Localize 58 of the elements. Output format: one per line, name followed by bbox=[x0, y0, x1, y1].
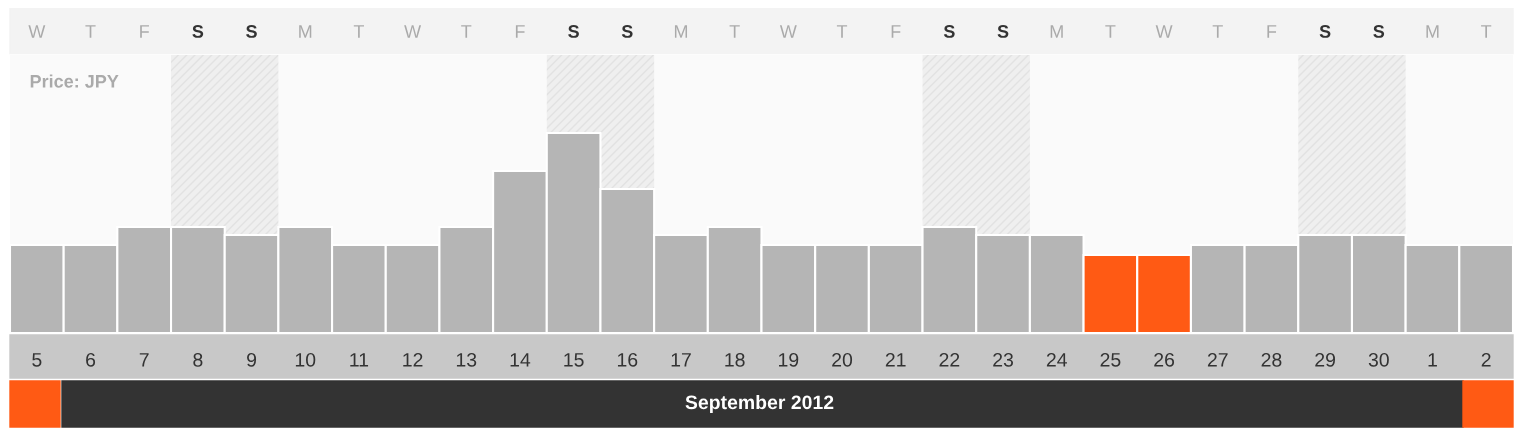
x-tick-label: 13 bbox=[456, 352, 477, 367]
text: W bbox=[404, 25, 422, 38]
text: F bbox=[1267, 25, 1277, 38]
x-tick-label: 27 bbox=[1207, 352, 1228, 367]
x-tick-label: 22 bbox=[939, 352, 960, 367]
x-tick-label: 25 bbox=[1100, 352, 1121, 367]
x-tick-label: 28 bbox=[1261, 352, 1282, 367]
x-tick-label: 9 bbox=[247, 352, 257, 367]
x-tick-label: 23 bbox=[993, 352, 1014, 367]
x-tick-label: 17 bbox=[671, 353, 691, 367]
text: F bbox=[515, 25, 525, 38]
text: S bbox=[943, 25, 955, 38]
text: F bbox=[891, 25, 901, 38]
text: S bbox=[192, 25, 204, 38]
text: T bbox=[85, 25, 96, 38]
text: September 2012 bbox=[685, 394, 834, 414]
x-tick-label: 8 bbox=[193, 352, 203, 367]
x-tick-label: 15 bbox=[564, 353, 584, 367]
x-tick-label: 7 bbox=[139, 353, 149, 367]
x-tick-label: 2 bbox=[1481, 352, 1491, 367]
text: S bbox=[997, 25, 1009, 38]
x-tick-label: 6 bbox=[86, 352, 96, 367]
text: S bbox=[568, 25, 579, 38]
x-tick-label: 26 bbox=[1154, 352, 1175, 367]
x-tick-label: 14 bbox=[510, 353, 531, 367]
text: S bbox=[621, 25, 633, 38]
x-tick-label: 20 bbox=[832, 352, 853, 367]
chart-title: Price: JPY bbox=[30, 74, 119, 88]
x-tick-label: 5 bbox=[32, 353, 42, 367]
text: M bbox=[1050, 25, 1063, 38]
text: M bbox=[674, 25, 688, 38]
x-tick-label: 16 bbox=[617, 352, 638, 367]
x-tick-label: 11 bbox=[350, 353, 369, 367]
text: W bbox=[1155, 25, 1173, 38]
x-tick-label: 1 bbox=[1428, 353, 1437, 367]
text: T bbox=[1481, 25, 1492, 38]
text: T bbox=[353, 25, 365, 38]
x-tick-label: 24 bbox=[1046, 352, 1067, 367]
text: S bbox=[1319, 25, 1331, 38]
text: M bbox=[299, 25, 312, 38]
text: T bbox=[1105, 25, 1116, 38]
text: S bbox=[1373, 25, 1385, 38]
x-tick-label: 21 bbox=[885, 352, 906, 367]
text: F bbox=[140, 25, 149, 38]
x-tick-label: 12 bbox=[403, 352, 423, 367]
text: W bbox=[28, 25, 46, 38]
x-tick-label: 18 bbox=[725, 352, 745, 367]
text: T bbox=[461, 25, 472, 38]
x-tick-label: 29 bbox=[1315, 352, 1336, 367]
x-tick-label: 30 bbox=[1368, 352, 1389, 367]
x-tick-label: 19 bbox=[779, 352, 799, 367]
text: T bbox=[1212, 25, 1223, 38]
x-tick-label: 10 bbox=[295, 352, 316, 367]
text: S bbox=[246, 25, 257, 38]
text: M bbox=[1426, 25, 1439, 38]
text: T bbox=[836, 25, 848, 38]
text: T bbox=[729, 25, 740, 38]
text: W bbox=[779, 25, 797, 38]
